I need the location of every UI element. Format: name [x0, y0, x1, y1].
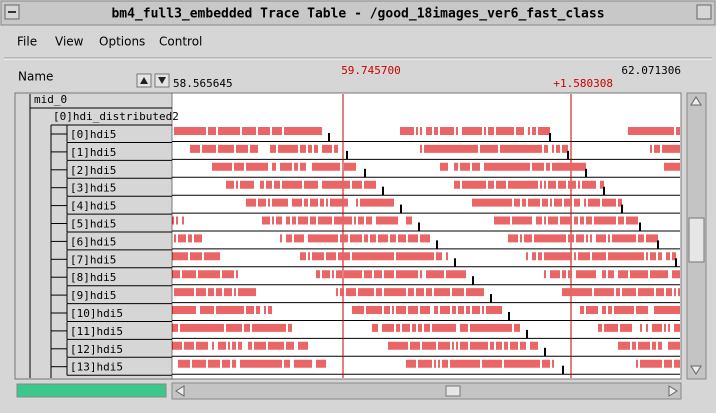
tree-group[interactable]: [0]hdi_distributed2 — [53, 110, 179, 123]
trace-events — [172, 306, 680, 314]
trace-events — [172, 270, 680, 279]
tree-panel — [14, 92, 173, 380]
cursor-time: 59.745700 — [341, 64, 401, 77]
scroll-right-arrow[interactable] — [668, 385, 678, 397]
tree-item[interactable]: [11]hdi5 — [70, 325, 123, 338]
tree-item[interactable]: [9]hdi5 — [70, 289, 116, 302]
trace-events — [178, 359, 680, 368]
scroll-down-arrow[interactable] — [690, 365, 702, 375]
tree-rows: [0]hdi5 [1]hdi5 [2]hdi5 [3]hdi5 [4]hdi5 [5]hd… — [51, 125, 172, 376]
name-column-label: Name — [18, 70, 53, 84]
tree-item[interactable]: [12]hdi5 — [70, 343, 123, 356]
down-arrow-icon — [158, 77, 166, 84]
scroll-left-arrow[interactable] — [175, 385, 185, 397]
tree-item[interactable]: [3]hdi5 — [70, 182, 116, 195]
trace-events — [174, 234, 658, 243]
progress-bar — [16, 383, 167, 398]
tree-item[interactable]: [0]hdi5 — [70, 128, 116, 141]
trace-events — [190, 144, 680, 153]
title-bar — [0, 0, 716, 26]
menu-item[interactable]: Control — [159, 35, 202, 49]
end-time: 62.071306 — [621, 64, 681, 77]
maximize-button[interactable] — [696, 4, 712, 20]
scroll-thumb[interactable] — [688, 217, 705, 263]
trace-events — [172, 323, 680, 332]
trace-events — [246, 198, 622, 207]
trace-events — [172, 252, 676, 261]
tree-item[interactable]: [6]hdi5 — [70, 235, 116, 248]
tree-item[interactable]: [1]hdi5 — [70, 146, 116, 159]
trace-events — [174, 127, 680, 135]
trace-events — [172, 216, 638, 225]
tree-root[interactable]: mid_0 — [34, 93, 67, 106]
menu-item[interactable]: File — [17, 35, 37, 49]
up-arrow-icon — [140, 77, 148, 84]
start-time: 58.565645 — [173, 77, 233, 90]
tree-item[interactable]: [2]hdi5 — [70, 164, 116, 177]
horizontal-scrollbar[interactable] — [171, 382, 682, 400]
trace-events — [174, 288, 680, 297]
trace-events — [226, 180, 604, 189]
window-title: bm4_full3_embedded Trace Table - /good_1… — [111, 7, 604, 22]
menu-item[interactable]: View — [55, 35, 84, 49]
menu-item[interactable]: Options — [99, 35, 145, 49]
cursor-delta: +1.580308 — [553, 77, 613, 90]
tree-item[interactable]: [7]hdi5 — [70, 253, 116, 266]
trace-events — [212, 162, 680, 171]
scroll-thumb[interactable] — [445, 385, 461, 397]
tree-item[interactable]: [5]hdi5 — [70, 218, 116, 231]
tree-item[interactable]: [8]hdi5 — [70, 271, 116, 284]
tree-item[interactable]: [4]hdi5 — [70, 200, 116, 213]
trace-events — [172, 341, 680, 350]
trace-rows — [172, 127, 680, 375]
scroll-up-arrow[interactable] — [690, 96, 702, 106]
tree-item[interactable]: [10]hdi5 — [70, 307, 123, 320]
tree-item[interactable]: [13]hdi5 — [70, 361, 123, 374]
